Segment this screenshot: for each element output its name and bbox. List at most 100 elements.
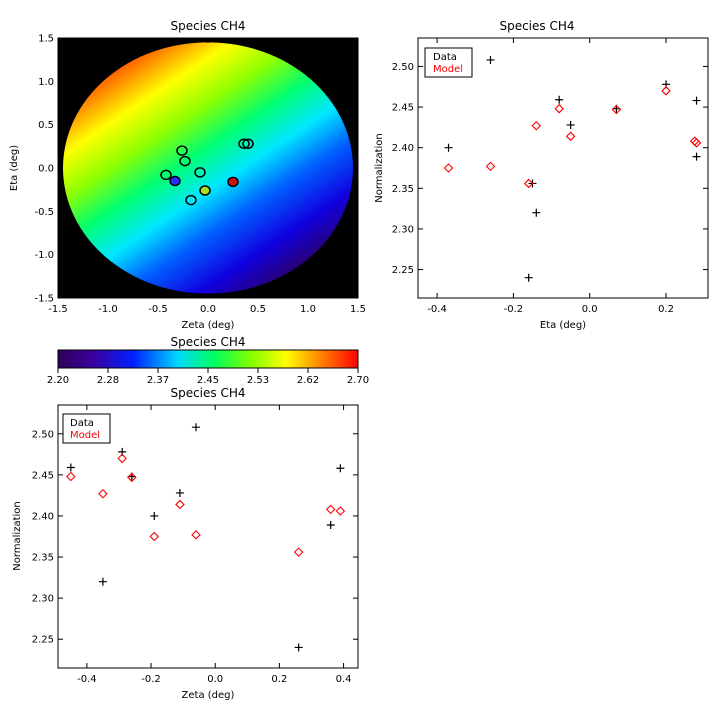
eta-data-point (532, 208, 541, 217)
zeta-data-point (294, 643, 303, 652)
eta-x-label: Eta (deg) (540, 320, 586, 331)
map-title: Species CH4 (170, 19, 245, 33)
zeta-x-tick-label: 0.0 (207, 674, 223, 685)
map-marker (199, 185, 211, 196)
zeta-x-tick-label: 0.4 (336, 674, 352, 685)
zeta-y-tick-label: 2.45 (32, 470, 54, 481)
zeta-data-point (150, 511, 159, 520)
map-marker (238, 138, 250, 149)
eta-plot-axes: -0.4 -0.2 0.0 0.2 2.25 2.30 2.35 2.40 2.45 2.50 (392, 38, 708, 315)
colorbar-tick-label: 2.53 (247, 375, 269, 386)
map-marker (176, 145, 188, 156)
map-x-tick-label: 0.5 (250, 304, 266, 315)
map-marker (227, 176, 239, 188)
colorbar-panel: Species CH4 2.20 2.28 2.37 2.45 2.53 2.62 2.70 (47, 335, 369, 386)
zeta-model-point (293, 547, 304, 557)
eta-data-point (524, 273, 533, 282)
zeta-plot-legend: Data Model (62, 413, 111, 444)
eta-legend-box (424, 47, 473, 78)
eta-x-tick-label: -0.4 (427, 304, 447, 315)
colorbar-tick-label: 2.28 (97, 375, 119, 386)
eta-model-point (661, 86, 671, 96)
eta-model-point (554, 103, 564, 114)
colorbar-tick-label: 2.37 (147, 375, 169, 386)
zeta-plot-points (66, 423, 346, 652)
zeta-model-point (66, 471, 76, 482)
colorbar-ticks: 2.20 2.28 2.37 2.45 2.53 2.62 2.70 (47, 368, 369, 386)
zeta-model-point (149, 531, 160, 542)
eta-x-tick-label: 0.0 (582, 304, 598, 315)
zeta-model-point (175, 499, 185, 510)
eta-plot-panel: Species CH4 -0.4 -0.2 0.0 0.2 2.25 2.30 2.35 2.… (374, 19, 709, 331)
zeta-data-point (326, 520, 335, 529)
eta-model-point (523, 178, 534, 189)
eta-data-point (566, 120, 575, 129)
colorbar-tick-label: 2.45 (197, 375, 219, 386)
zeta-plot-title: Species CH4 (170, 386, 245, 400)
map-y-label: Eta (deg) (9, 145, 20, 191)
eta-model-point (565, 131, 576, 142)
eta-model-point (691, 138, 702, 148)
eta-model-point (443, 163, 454, 173)
zeta-model-point (117, 453, 127, 464)
map-y-tick-label: 1.5 (38, 34, 54, 45)
map-y-tick-label: -0.5 (34, 207, 54, 218)
zeta-x-tick-label: -0.2 (141, 674, 161, 685)
eta-data-point (555, 95, 564, 104)
zeta-data-point (66, 463, 75, 472)
map-x-tick-label: 1.0 (300, 304, 316, 315)
eta-plot-legend: Data Model (424, 47, 473, 78)
colorbar-title: Species CH4 (170, 335, 245, 349)
colorbar-tick-label: 2.70 (347, 375, 369, 386)
eta-model-point (531, 120, 542, 131)
map-marker (179, 155, 191, 167)
map-y-tick-label: -1.0 (34, 250, 54, 261)
eta-y-tick-label: 2.50 (392, 62, 414, 73)
map-panel: Species CH4 -1.5 -1.0 -0.5 0.0 0.5 1.0 1.5 -1.5… (9, 19, 366, 331)
zeta-y-tick-label: 2.25 (32, 635, 54, 646)
eta-x-tick-label: 0.2 (658, 304, 674, 315)
eta-y-tick-label: 2.35 (392, 184, 414, 195)
map-y-tick-label: 1.0 (38, 77, 54, 88)
map-marker (160, 169, 172, 181)
eta-plot-points (443, 55, 702, 282)
zeta-y-label: Normalization (12, 501, 23, 571)
zeta-data-point (336, 464, 345, 473)
zeta-x-tick-label: -0.4 (77, 674, 97, 685)
eta-y-tick-label: 2.25 (392, 265, 414, 276)
colorbar-tick-label: 2.20 (47, 375, 69, 386)
zeta-y-tick-label: 2.40 (32, 511, 54, 522)
eta-data-point (486, 55, 495, 64)
eta-x-tick-label: -0.2 (504, 304, 524, 315)
eta-legend-model: Model (433, 64, 463, 75)
zeta-legend-data: Data (70, 418, 94, 429)
eta-plot-title: Species CH4 (499, 19, 574, 33)
zeta-plot-panel: Species CH4 -0.4 -0.2 0.0 0.2 0.4 2.25 2.30 2.3… (12, 386, 359, 701)
map-x-tick-label: -1.0 (98, 304, 118, 315)
map-x-tick-label: -0.5 (148, 304, 168, 315)
map-y-tick-label: 0.5 (38, 120, 54, 131)
zeta-y-tick-label: 2.50 (32, 429, 54, 440)
map-x-tick-label: 0.0 (200, 304, 216, 315)
eta-plot-frame (417, 37, 709, 299)
zeta-x-label: Zeta (deg) (182, 690, 235, 701)
map-x-tick-label: -1.5 (48, 304, 68, 315)
map-y-tick-label: -1.5 (34, 294, 54, 305)
map-markers (160, 138, 254, 206)
map-marker (242, 138, 254, 149)
eta-model-point (485, 161, 496, 172)
zeta-model-point (127, 472, 137, 483)
map-disk (63, 42, 353, 294)
map-x-tick-label: 1.5 (350, 304, 366, 315)
eta-model-point (611, 104, 622, 115)
map-marker (169, 175, 181, 187)
zeta-data-point (98, 577, 107, 586)
map-x-label: Zeta (deg) (182, 320, 235, 331)
zeta-data-point (175, 488, 184, 497)
zeta-y-tick-label: 2.30 (32, 594, 54, 605)
eta-y-label: Normalization (374, 133, 385, 203)
zeta-plot-frame (57, 404, 359, 669)
eta-data-point (692, 96, 701, 105)
zeta-legend-model: Model (70, 430, 100, 441)
